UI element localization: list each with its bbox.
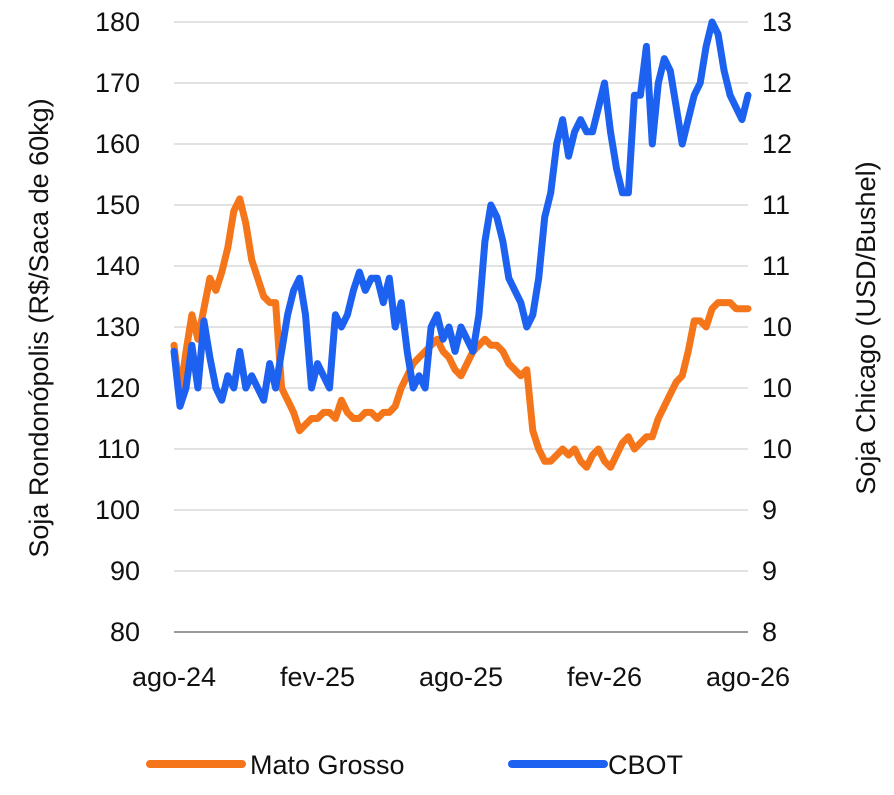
- left-tick-label: 170: [95, 68, 140, 98]
- left-tick-label: 120: [95, 373, 140, 403]
- left-tick-label: 130: [95, 312, 140, 342]
- right-tick-label: 8: [762, 617, 777, 647]
- right-tick-label: 9: [762, 495, 777, 525]
- right-tick-label: 13: [762, 7, 792, 37]
- series-line-mato-grosso: [170, 195, 752, 471]
- right-axis-ticks: 8 9 9 10 10 10 11 11 12 12 13: [762, 7, 792, 647]
- left-tick-label: 180: [95, 7, 140, 37]
- legend-label-cbot: CBOT: [608, 750, 683, 780]
- series-line-cbot: [170, 18, 752, 410]
- left-axis-title: Soja Rondonópolis (R$/Saca de 60kg): [24, 98, 54, 557]
- x-tick-label: ago-25: [419, 662, 503, 692]
- x-tick-label: ago-24: [132, 662, 216, 692]
- left-tick-label: 140: [95, 251, 140, 281]
- x-tick-label: fev-25: [280, 662, 355, 692]
- right-tick-label: 10: [762, 373, 792, 403]
- right-tick-label: 9: [762, 556, 777, 586]
- left-tick-label: 150: [95, 190, 140, 220]
- x-tick-label: ago-26: [706, 662, 790, 692]
- x-tick-label: fev-26: [567, 662, 642, 692]
- right-tick-label: 12: [762, 129, 792, 159]
- left-tick-label: 110: [97, 434, 140, 464]
- legend: Mato Grosso CBOT: [146, 750, 683, 780]
- left-tick-label: 80: [110, 617, 140, 647]
- series-lines: [170, 18, 752, 471]
- right-tick-label: 11: [762, 251, 790, 281]
- left-axis-ticks: 80 90 100 110 120 130 140 150 160 170 180: [95, 7, 140, 647]
- right-axis-title: Soja Chicago (USD/Bushel): [851, 161, 881, 494]
- left-tick-label: 160: [95, 129, 140, 159]
- x-axis-ticks: ago-24 fev-25 ago-25 fev-26 ago-26: [132, 662, 790, 692]
- right-tick-label: 10: [762, 312, 792, 342]
- left-tick-label: 90: [110, 556, 140, 586]
- right-tick-label: 12: [762, 68, 792, 98]
- legend-label-mato-grosso: Mato Grosso: [250, 750, 405, 780]
- right-tick-label: 11: [762, 190, 790, 220]
- right-tick-label: 10: [762, 434, 792, 464]
- left-tick-label: 100: [95, 495, 140, 525]
